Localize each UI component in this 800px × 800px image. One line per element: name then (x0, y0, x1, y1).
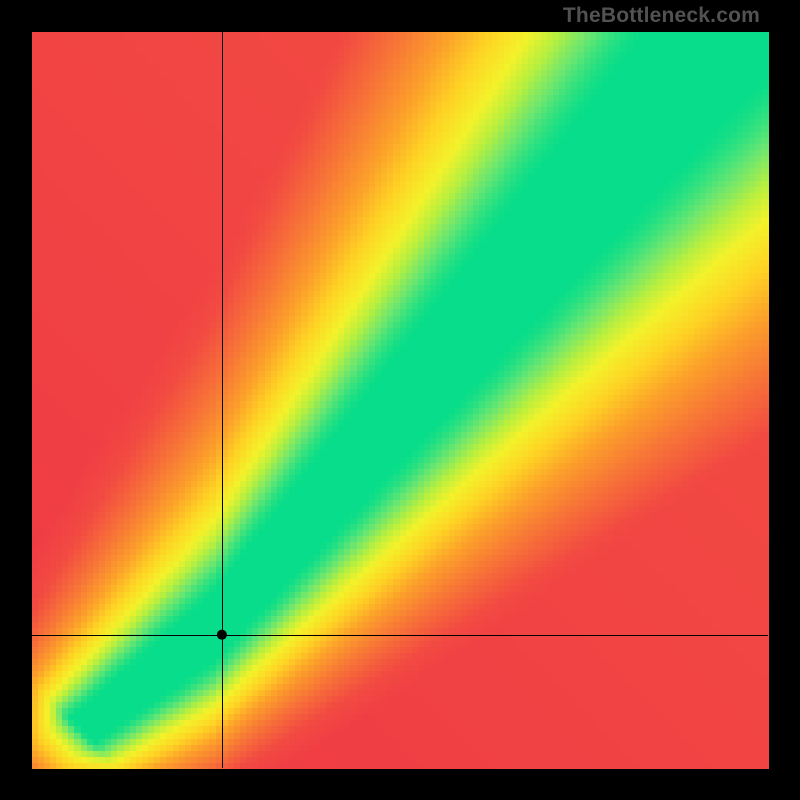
bottleneck-heatmap-container: { "canvas": { "width": 800, "height": 80… (0, 0, 800, 800)
heatmap-canvas (0, 0, 800, 800)
